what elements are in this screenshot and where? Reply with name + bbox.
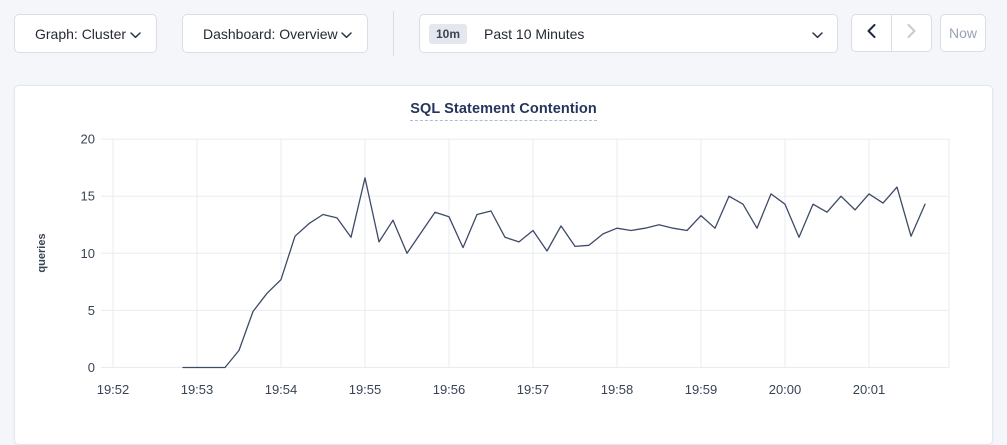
toolbar-divider xyxy=(393,11,394,56)
x-tick-label: 20:00 xyxy=(769,382,802,397)
x-tick-label: 19:53 xyxy=(181,382,214,397)
x-tick-label: 19:56 xyxy=(433,382,466,397)
graph-dropdown[interactable]: Graph: Cluster xyxy=(14,14,157,53)
x-tick-label: 19:57 xyxy=(517,382,550,397)
x-tick-label: 20:01 xyxy=(853,382,886,397)
graph-dropdown-label: Graph: Cluster xyxy=(35,25,127,42)
time-back-button[interactable] xyxy=(852,15,891,51)
y-tick-label: 0 xyxy=(88,360,95,375)
chart-title: SQL Statement Contention xyxy=(15,100,992,121)
now-button-label: Now xyxy=(948,25,977,41)
y-tick-label: 15 xyxy=(81,189,95,204)
y-tick-label: 10 xyxy=(81,246,95,261)
now-button[interactable]: Now xyxy=(940,14,986,52)
x-tick-label: 19:54 xyxy=(265,382,298,397)
contention-line-chart[interactable]: 0 5 10 15 20 19:52 19:53 19:54 19:55 19:56 19:57 19… xyxy=(15,86,994,433)
series-line-queries xyxy=(182,177,926,369)
x-tick-label: 19:52 xyxy=(97,382,130,397)
time-range-label: Past 10 Minutes xyxy=(484,25,585,42)
chart-title-text[interactable]: SQL Statement Contention xyxy=(410,101,597,121)
chevron-right-icon xyxy=(907,23,916,43)
dashboard-dropdown-label: Dashboard: Overview xyxy=(203,25,338,42)
time-pager xyxy=(851,14,932,52)
time-range-badge: 10m xyxy=(429,23,468,44)
chart-card: SQL Statement Contention 0 5 10 15 20 19:52 19… xyxy=(14,85,993,445)
chevron-down-icon xyxy=(341,26,352,42)
y-tick-label: 5 xyxy=(88,303,95,318)
dashboard-dropdown[interactable]: Dashboard: Overview xyxy=(182,14,368,53)
chevron-down-icon xyxy=(130,26,141,42)
x-tick-label: 19:55 xyxy=(349,382,382,397)
time-range-dropdown[interactable]: 10m Past 10 Minutes xyxy=(419,14,838,53)
y-axis-label: queries xyxy=(36,233,48,272)
y-tick-label: 20 xyxy=(81,132,95,147)
chevron-down-icon xyxy=(812,26,823,42)
chevron-left-icon xyxy=(867,23,876,43)
x-tick-label: 19:58 xyxy=(601,382,634,397)
x-tick-label: 19:59 xyxy=(685,382,718,397)
time-forward-button[interactable] xyxy=(891,15,931,51)
